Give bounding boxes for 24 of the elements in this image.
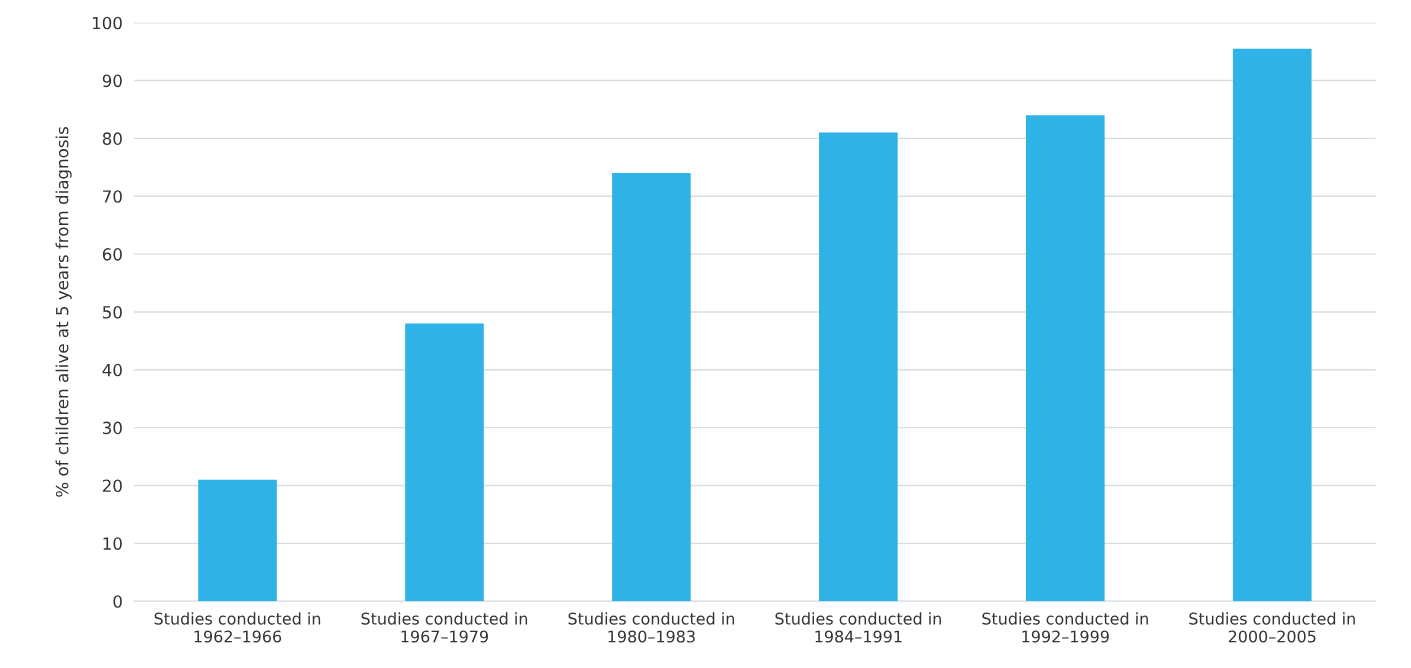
x-tick-label: Studies conducted in 1984–1991 <box>775 612 941 643</box>
y-tick-label: 90 <box>102 74 122 88</box>
y-tick-label: 10 <box>103 537 122 550</box>
y-tick-label: 70 <box>103 190 122 203</box>
x-tick-label: Studies conducted in 1992–1999 <box>982 612 1148 643</box>
bar <box>612 173 691 602</box>
y-tick-label: 20 <box>102 479 122 493</box>
bar <box>1025 115 1105 602</box>
y-tick-label: 80 <box>102 132 122 145</box>
y-tick-label: 100 <box>92 16 122 30</box>
y-tick-label: 30 <box>103 421 122 435</box>
bar <box>405 323 484 602</box>
x-tick-label: Studies conducted in 1962–1966 <box>154 612 321 643</box>
y-tick-label: 50 <box>103 305 122 319</box>
bar <box>198 479 277 602</box>
y-tick-label: 60 <box>102 248 122 261</box>
y-tick-label: 40 <box>102 363 122 377</box>
x-tick-label: Studies conducted in 1980–1983 <box>568 612 735 643</box>
y-axis-title: % of children alive at 5 years from diagnosis <box>55 127 72 497</box>
x-tick-label: Studies conducted in 2000–2005 <box>1189 612 1355 643</box>
bar <box>1232 48 1312 602</box>
bar <box>819 132 898 602</box>
x-tick-label: Studies conducted in 1967–1979 <box>361 612 528 643</box>
y-tick-label: 0 <box>113 595 122 608</box>
